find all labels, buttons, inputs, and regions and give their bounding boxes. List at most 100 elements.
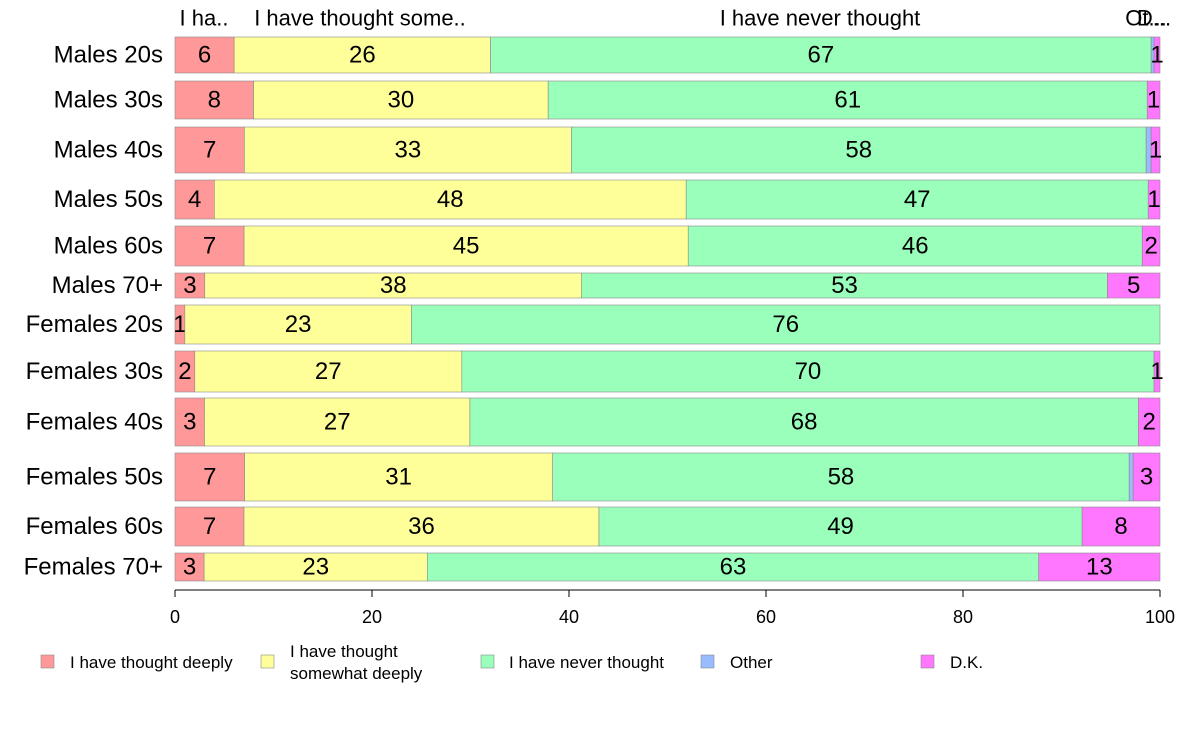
bar-segment — [581, 272, 1108, 299]
top-series-label: Ot... — [1125, 6, 1167, 31]
data-label: 70 — [795, 358, 822, 385]
category-label: Males 60s — [54, 233, 163, 260]
data-label: 13 — [1086, 554, 1113, 581]
data-label: 58 — [828, 464, 855, 491]
legend-swatch — [40, 654, 55, 669]
bar-segment — [253, 80, 549, 120]
bar-segment — [598, 506, 1083, 547]
data-label: 45 — [453, 233, 480, 260]
bar-segment — [547, 80, 1148, 120]
category-label: Females 50s — [26, 464, 163, 491]
data-label: 33 — [395, 137, 422, 164]
bar-segment — [411, 304, 1161, 345]
data-label: 1 — [1147, 186, 1160, 213]
bar-segment — [1138, 397, 1161, 447]
bar-segment — [1038, 552, 1161, 582]
data-label: 1 — [1149, 137, 1162, 164]
top-series-label: I ha.. — [180, 6, 229, 31]
data-label: 61 — [834, 87, 861, 114]
bar-segment — [174, 36, 235, 74]
top-series-labels: I ha.. I have thought some.. I have never … — [180, 6, 1172, 31]
bar-segment — [174, 225, 245, 267]
category-label: Females 60s — [26, 513, 163, 540]
data-label: 53 — [831, 272, 858, 299]
data-label: 48 — [437, 186, 464, 213]
legend-swatch — [700, 654, 715, 669]
data-label: 30 — [388, 87, 415, 114]
bar-segment — [1141, 225, 1161, 267]
bar-segment — [1081, 506, 1161, 547]
category-label: Males 40s — [54, 137, 163, 164]
bar-segment — [1147, 179, 1161, 220]
data-label: 2 — [1143, 409, 1156, 436]
bar-segment — [1132, 452, 1161, 502]
x-axis: 0 20 40 60 80 100 — [170, 589, 1175, 627]
data-label: 23 — [302, 554, 329, 581]
bar-segment — [184, 304, 412, 345]
legend-swatch — [920, 654, 935, 669]
legend-label: Other — [730, 653, 773, 672]
bar-segment — [204, 397, 471, 447]
bar-segment — [1146, 80, 1161, 120]
category-label: Males 30s — [54, 87, 163, 114]
data-label: 7 — [203, 137, 216, 164]
category-label: Females 70+ — [24, 554, 163, 581]
bar-segment — [174, 397, 205, 447]
data-label: 3 — [1140, 464, 1153, 491]
bar-segment — [490, 36, 1152, 74]
category-label: Females 40s — [26, 409, 163, 436]
x-tick-label: 40 — [559, 607, 579, 627]
bar-segment — [174, 272, 206, 299]
data-label: 2 — [1144, 233, 1157, 260]
bar-segment — [174, 506, 245, 547]
category-label: Females 20s — [26, 311, 163, 338]
bar-segment — [1128, 452, 1134, 502]
legend-label: I have thought somewhat deeply — [290, 642, 423, 683]
data-label: 7 — [203, 464, 216, 491]
bar-segment — [469, 397, 1139, 447]
bar-segment — [552, 452, 1130, 502]
data-label: 23 — [285, 311, 312, 338]
data-label: 31 — [385, 464, 412, 491]
data-label: 1 — [1147, 87, 1160, 114]
legend: I have thought deeply I have thought somew… — [40, 642, 983, 683]
bar-segment — [174, 452, 245, 502]
x-tick-label: 60 — [756, 607, 776, 627]
legend-swatch — [260, 654, 275, 669]
legend-label: I have thought deeply — [70, 653, 233, 672]
top-series-label: I have never thought — [720, 6, 921, 31]
bar-segment — [427, 552, 1039, 582]
x-tick-label: 80 — [953, 607, 973, 627]
bar-segment — [243, 225, 689, 267]
data-label: 4 — [188, 186, 201, 213]
data-label: 63 — [720, 554, 747, 581]
bar-segment — [214, 179, 687, 220]
top-series-label: I have thought some.. — [254, 6, 466, 31]
bar-segment — [1153, 350, 1161, 393]
data-label: 1 — [173, 311, 186, 338]
top-series-label: D... — [1137, 6, 1171, 31]
data-label: 36 — [408, 513, 435, 540]
bar-segment — [233, 36, 491, 74]
bar-segment — [1153, 36, 1161, 74]
x-tick-label: 0 — [170, 607, 180, 627]
bar-segment — [244, 126, 572, 174]
category-label: Females 30s — [26, 358, 163, 385]
data-label: 46 — [902, 233, 929, 260]
data-label: 47 — [904, 186, 931, 213]
bar-segment — [685, 179, 1149, 220]
data-label: 2 — [178, 358, 191, 385]
bar-segment — [1107, 272, 1161, 299]
category-label: Males 50s — [54, 186, 163, 213]
data-label: 26 — [349, 42, 376, 69]
data-label: 58 — [845, 137, 872, 164]
data-label: 68 — [791, 409, 818, 436]
data-label: 8 — [208, 87, 221, 114]
category-label: Males 70+ — [52, 272, 163, 299]
x-tick-label: 100 — [1145, 607, 1175, 627]
data-label: 67 — [807, 42, 834, 69]
legend-swatch — [480, 654, 495, 669]
bar-segment — [1150, 126, 1161, 174]
legend-label: I have never thought — [509, 653, 664, 672]
